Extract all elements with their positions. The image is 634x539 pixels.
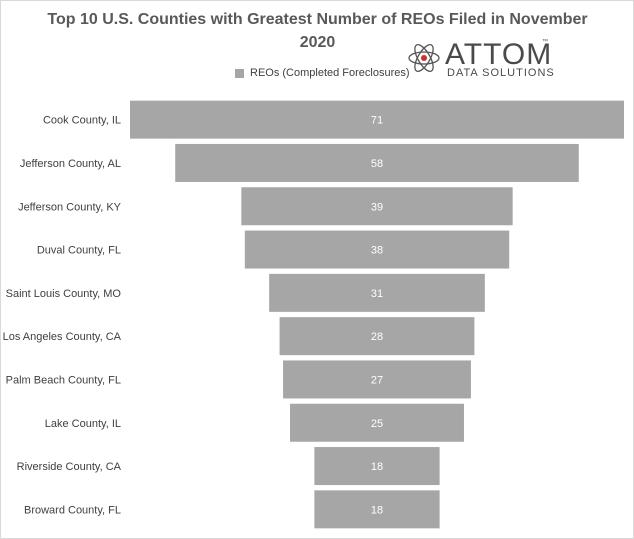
category-label: Lake County, IL (45, 418, 121, 430)
bar (244, 230, 510, 269)
logo-tagline: DATA SOLUTIONS (447, 67, 555, 79)
bar-value-label: 39 (371, 201, 383, 213)
category-label: Broward County, FL (24, 504, 121, 516)
bar (314, 490, 440, 529)
bar-value-label: 28 (371, 331, 383, 343)
category-label: Riverside County, CA (17, 461, 122, 473)
legend-label: REOs (Completed Foreclosures) (250, 67, 410, 79)
bar-value-label: 58 (371, 158, 383, 170)
category-label: Palm Beach County, FL (6, 374, 121, 386)
atom-logo-icon (408, 44, 440, 72)
category-label: Cook County, IL (43, 115, 121, 127)
bar-value-label: 18 (371, 461, 383, 473)
bar-value-label: 25 (371, 418, 383, 430)
bar (283, 360, 471, 399)
bar (314, 447, 440, 486)
bar (269, 273, 485, 312)
bar-value-label: 71 (371, 115, 383, 127)
bar (279, 317, 475, 356)
bar (175, 143, 579, 182)
logo-wordmark: ATTOM (445, 38, 553, 71)
category-label: Jefferson County, AL (20, 158, 121, 170)
bar-value-label: 38 (371, 245, 383, 257)
legend-swatch (235, 68, 244, 78)
chart-legend: REOs (Completed Foreclosures) (235, 67, 410, 79)
bar-value-label: 18 (371, 504, 383, 516)
category-label: Los Angeles County, CA (3, 331, 122, 343)
chart-title: Top 10 U.S. Counties with Greatest Numbe… (47, 11, 588, 51)
category-label: Duval County, FL (37, 245, 121, 257)
bar-value-label: 27 (371, 374, 383, 386)
bar-value-label: 31 (371, 288, 383, 300)
bar (290, 403, 464, 442)
category-label: Saint Louis County, MO (6, 288, 122, 300)
logo-trademark: ™ (542, 39, 548, 45)
bar (241, 187, 513, 226)
bar (130, 100, 624, 139)
attom-logo: ATTOM ™ DATA SOLUTIONS (407, 38, 557, 80)
category-label: Jefferson County, KY (18, 201, 122, 213)
